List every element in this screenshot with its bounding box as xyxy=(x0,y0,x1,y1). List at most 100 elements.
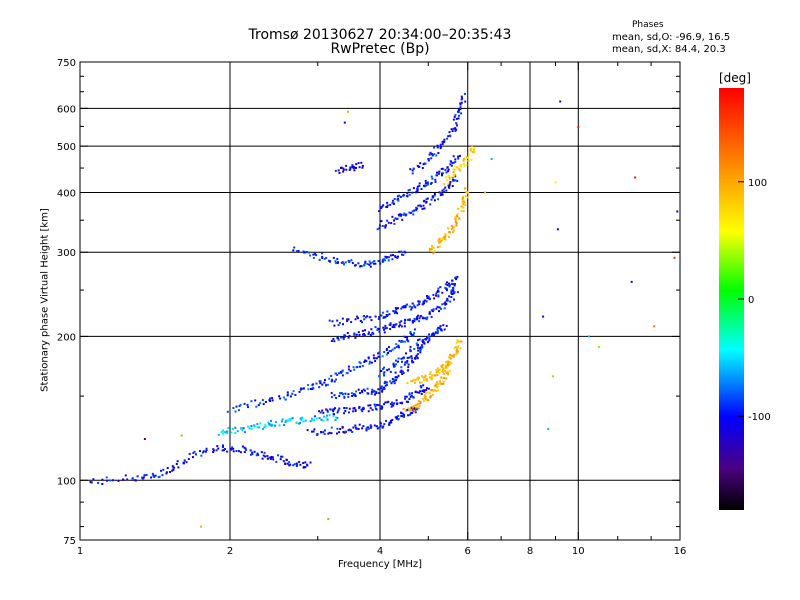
echo-point xyxy=(378,351,381,354)
echo-point xyxy=(378,316,381,319)
echo-point xyxy=(241,429,244,431)
echo-point xyxy=(322,411,325,414)
echo-point xyxy=(364,260,367,263)
echo-point xyxy=(412,334,415,336)
echo-point xyxy=(587,335,590,338)
echo-point xyxy=(473,147,476,150)
echo-point xyxy=(452,155,455,158)
echo-point xyxy=(406,360,409,362)
echo-point xyxy=(353,332,356,335)
echo-point xyxy=(361,391,364,394)
echo-point xyxy=(391,348,394,351)
echo-point xyxy=(435,294,437,297)
echo-point xyxy=(425,300,428,303)
echo-point xyxy=(293,463,296,466)
echo-point xyxy=(423,342,426,345)
echo-point xyxy=(443,307,446,310)
echo-point xyxy=(444,301,447,304)
echo-point xyxy=(188,452,191,455)
phase-stats-x-mode: mean, sd,X: 84.4, 20.3 xyxy=(612,44,726,55)
echo-point xyxy=(438,306,441,309)
echo-point xyxy=(299,463,302,466)
echo-point xyxy=(431,195,434,198)
echo-point xyxy=(279,397,282,400)
echo-point xyxy=(327,518,330,520)
echo-point xyxy=(306,463,309,466)
echo-point xyxy=(432,196,435,199)
echo-point xyxy=(367,426,370,429)
echo-point xyxy=(289,419,292,422)
echo-point xyxy=(409,350,412,353)
echo-point xyxy=(432,252,435,255)
echo-point xyxy=(401,360,403,363)
echo-point xyxy=(465,163,468,166)
echo-point xyxy=(407,189,410,192)
echo-point xyxy=(393,402,395,405)
echo-point xyxy=(444,235,447,238)
echo-point xyxy=(301,387,304,390)
echo-point xyxy=(401,371,404,374)
echo-point xyxy=(389,328,392,330)
echo-point xyxy=(421,317,424,320)
echo-point xyxy=(212,448,215,451)
echo-point xyxy=(311,386,314,389)
echo-point xyxy=(381,225,384,227)
echo-point xyxy=(405,409,408,412)
echo-point xyxy=(421,167,424,169)
echo-point xyxy=(421,207,424,210)
echo-point xyxy=(435,154,438,157)
echo-point xyxy=(439,328,442,331)
echo-point xyxy=(408,193,411,196)
echo-point xyxy=(440,168,443,170)
echo-point xyxy=(440,307,443,310)
echo-point xyxy=(379,422,382,425)
echo-point xyxy=(403,325,406,328)
echo-point xyxy=(453,284,456,287)
echo-point xyxy=(408,392,411,395)
echo-point xyxy=(223,449,225,452)
echo-point xyxy=(426,387,428,390)
echo-point xyxy=(112,479,114,482)
echo-point xyxy=(343,407,346,409)
echo-point xyxy=(439,240,442,243)
echo-point xyxy=(373,403,376,406)
echo-point xyxy=(436,386,439,389)
echo-point xyxy=(399,370,402,373)
echo-point xyxy=(410,380,413,383)
echo-point xyxy=(350,429,352,432)
echo-point xyxy=(343,336,346,338)
echo-point xyxy=(261,457,264,460)
echo-point xyxy=(362,408,364,411)
echo-point xyxy=(449,355,452,358)
echo-point xyxy=(381,311,384,314)
echo-point xyxy=(391,201,394,204)
echo-point xyxy=(381,406,384,409)
echo-point xyxy=(428,249,431,252)
echo-point xyxy=(426,336,429,339)
echo-point xyxy=(364,262,367,265)
echo-point xyxy=(447,170,450,173)
echo-point xyxy=(417,339,419,342)
echo-point xyxy=(346,332,349,334)
echo-point xyxy=(429,371,432,374)
echo-point xyxy=(452,173,455,176)
echo-point xyxy=(417,406,420,409)
y-tick-label: 750 xyxy=(57,58,76,69)
echo-point xyxy=(373,424,376,427)
echo-point xyxy=(341,374,344,377)
echo-point xyxy=(382,258,385,261)
echo-point xyxy=(370,391,373,393)
echo-point xyxy=(418,320,421,323)
echo-point xyxy=(314,252,317,255)
echo-point xyxy=(396,403,399,405)
echo-point xyxy=(383,259,386,262)
echo-point xyxy=(439,191,442,194)
echo-point xyxy=(397,197,400,200)
echo-point xyxy=(455,128,458,131)
echo-point xyxy=(315,254,318,257)
echo-point xyxy=(378,330,381,333)
echo-point xyxy=(374,405,377,408)
echo-point xyxy=(445,377,448,380)
echo-point xyxy=(434,331,437,334)
echo-point xyxy=(353,166,356,169)
